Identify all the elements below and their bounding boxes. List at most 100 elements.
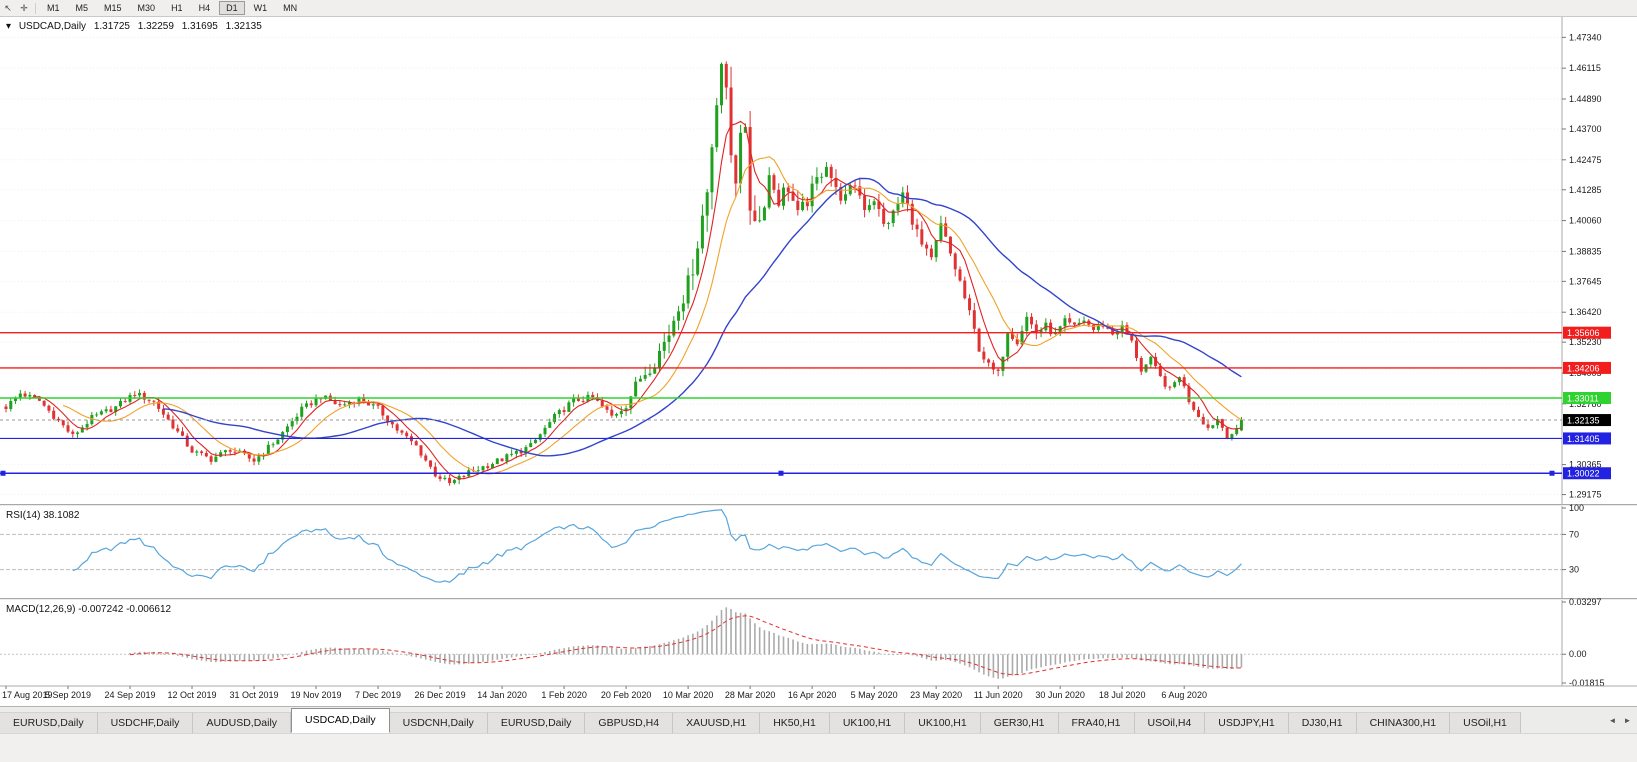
hline-handle[interactable] — [1549, 470, 1555, 476]
chart-window: 1.47340 1.46115 1.44890 1.43700 1.42475 1.412… — [0, 17, 1637, 704]
moving-average-lines — [29, 120, 1242, 480]
svg-text:1 Feb 2020: 1 Feb 2020 — [541, 690, 587, 700]
svg-text:5 Sep 2019: 5 Sep 2019 — [45, 690, 91, 700]
svg-text:1.29175: 1.29175 — [1569, 490, 1602, 500]
timeframe-button-h4[interactable]: H4 — [198, 3, 211, 13]
svg-text:1.30365: 1.30365 — [1569, 460, 1602, 470]
chart-tab-usdcnh-daily[interactable]: USDCNH,Daily — [389, 712, 488, 733]
svg-text:28 Mar 2020: 28 Mar 2020 — [725, 690, 776, 700]
svg-text:10 Mar 2020: 10 Mar 2020 — [663, 690, 714, 700]
toolbar-separator — [35, 2, 36, 14]
crosshair-icon[interactable]: ✛ — [20, 2, 28, 13]
price-label-1.34206 — [1563, 361, 1611, 374]
chart-close-value: 1.32135 — [225, 21, 262, 32]
ma-mid-line — [63, 156, 1242, 475]
svg-text:1.34206: 1.34206 — [1567, 363, 1600, 373]
top-toolbar: ↖ ✛ M1 M5 M15 M30 H1 H4 D1 W1 MN — [0, 0, 1637, 17]
svg-text:70: 70 — [1569, 529, 1579, 539]
chart-tab-china300-h1[interactable]: CHINA300,H1 — [1356, 712, 1451, 733]
chart-tab-uk100-h1[interactable]: UK100,H1 — [829, 712, 906, 733]
svg-text:1.30022: 1.30022 — [1567, 469, 1600, 479]
svg-text:30 Jun 2020: 30 Jun 2020 — [1035, 690, 1085, 700]
timeframe-button-w1[interactable]: W1 — [253, 3, 268, 13]
chart-tab-eurusd-daily[interactable]: EURUSD,Daily — [0, 712, 98, 733]
chart-tab-usdjpy-h1[interactable]: USDJPY,H1 — [1205, 712, 1289, 733]
svg-text:11 Jun 2020: 11 Jun 2020 — [974, 690, 1023, 700]
chart-tab-eurusd-daily[interactable]: EURUSD,Daily — [487, 712, 586, 733]
chart-tab-usdchf-daily[interactable]: USDCHF,Daily — [97, 712, 194, 733]
chart-low-value: 1.31695 — [181, 21, 218, 32]
svg-text:1.37645: 1.37645 — [1569, 276, 1602, 286]
ma-fast-line — [29, 120, 1242, 480]
price-axis[interactable]: 1.47340 1.46115 1.44890 1.43700 1.42475 1.412… — [1561, 17, 1602, 686]
tab-scroll-buttons: ◄ ► — [1605, 707, 1637, 733]
timeframe-button-d1[interactable]: D1 — [219, 1, 245, 15]
price-label-1.33011 — [1563, 392, 1611, 405]
tab-scroll-right-icon[interactable]: ► — [1623, 715, 1632, 725]
timeframe-button-h1[interactable]: H1 — [171, 3, 183, 13]
svg-text:1.42475: 1.42475 — [1569, 155, 1602, 165]
chart-tab-fra40-h1[interactable]: FRA40,H1 — [1058, 712, 1135, 733]
timeframe-button-m15[interactable]: M15 — [104, 3, 122, 13]
chart-tab-usdcad-daily[interactable]: USDCAD,Daily — [291, 708, 390, 733]
svg-text:-0.01815: -0.01815 — [1569, 678, 1605, 688]
chart-menu-icon[interactable]: ▾ — [6, 21, 12, 32]
svg-text:23 May 2020: 23 May 2020 — [910, 690, 962, 700]
chart-tab-xauusd-h1[interactable]: XAUUSD,H1 — [673, 712, 761, 733]
chart-tab-bar: EURUSD,Daily USDCHF,Daily AUDUSD,Daily USDC… — [0, 706, 1637, 733]
chart-high-value: 1.32259 — [137, 21, 174, 32]
rsi-line — [72, 509, 1242, 583]
pane-separators[interactable] — [0, 504, 1637, 600]
hline-handle[interactable] — [0, 470, 6, 476]
chart-tab-dj30-h1[interactable]: DJ30,H1 — [1288, 712, 1357, 733]
svg-text:31 Oct 2019: 31 Oct 2019 — [230, 690, 279, 700]
svg-text:14 Jan 2020: 14 Jan 2020 — [477, 690, 527, 700]
macd-signal-line — [129, 615, 1242, 676]
svg-text:6 Aug 2020: 6 Aug 2020 — [1161, 690, 1207, 700]
macd-histogram — [129, 607, 1243, 679]
chart-canvas[interactable]: 1.47340 1.46115 1.44890 1.43700 1.42475 1.412… — [0, 17, 1637, 704]
svg-text:1.32135: 1.32135 — [1567, 416, 1600, 426]
timeframe-button-m30[interactable]: M30 — [137, 3, 156, 13]
svg-text:12 Oct 2019: 12 Oct 2019 — [168, 690, 217, 700]
svg-text:5 May 2020: 5 May 2020 — [851, 690, 898, 700]
svg-text:100: 100 — [1569, 503, 1584, 513]
ma-slow-line — [163, 177, 1242, 457]
svg-text:20 Feb 2020: 20 Feb 2020 — [601, 690, 652, 700]
svg-text:1.38835: 1.38835 — [1569, 246, 1602, 256]
svg-text:1.40060: 1.40060 — [1569, 216, 1602, 226]
svg-text:7 Dec 2019: 7 Dec 2019 — [355, 690, 401, 700]
tab-scroll-left-icon[interactable]: ◄ — [1608, 715, 1617, 725]
svg-text:1.41285: 1.41285 — [1569, 185, 1602, 195]
price-label-1.30022 — [1563, 467, 1611, 480]
svg-text:0.00: 0.00 — [1569, 649, 1587, 659]
timeframe-button-m1[interactable]: M1 — [47, 3, 60, 13]
timeframe-button-m5[interactable]: M5 — [75, 3, 89, 13]
timeframe-buttons: M1 M5 M15 M30 H1 H4 D1 W1 MN — [39, 1, 305, 15]
chart-open-value: 1.31725 — [93, 21, 130, 32]
svg-text:1.33011: 1.33011 — [1567, 394, 1599, 404]
svg-text:1.35230: 1.35230 — [1569, 337, 1602, 347]
chart-tab-ger30-h1[interactable]: GER30,H1 — [980, 712, 1059, 733]
svg-text:17 Aug 2019: 17 Aug 2019 — [2, 690, 53, 700]
price-label-1.31405 — [1563, 432, 1611, 445]
chart-tab-gbpusd-h4[interactable]: GBPUSD,H4 — [585, 712, 674, 733]
svg-text:1.47340: 1.47340 — [1569, 32, 1602, 42]
hline-handle[interactable] — [778, 470, 784, 476]
price-label-1.35606 — [1563, 326, 1611, 339]
chart-tab-audusd-daily[interactable]: AUDUSD,Daily — [193, 712, 292, 733]
chart-tab-usoil-h1[interactable]: USOil,H1 — [1450, 712, 1521, 733]
price-lines: 1.35606 1.34206 1.33011 1.31405 1.30022 — [0, 326, 1611, 480]
macd-pane: 0.03297 0.00 -0.01815 — [0, 597, 1605, 688]
chart-tab-usoil-h4[interactable]: USOil,H4 — [1134, 712, 1206, 733]
svg-text:1.44890: 1.44890 — [1569, 94, 1602, 104]
macd-indicator-label: MACD(12,26,9) -0.007242 -0.006612 — [6, 604, 172, 615]
chart-tab-uk100-h1[interactable]: UK100,H1 — [905, 712, 981, 733]
rsi-pane: 100 70 30 — [0, 503, 1584, 583]
timeframe-button-mn[interactable]: MN — [283, 3, 298, 13]
current-price-marker: 1.32135 — [0, 414, 1611, 427]
chart-tab-hk50-h1[interactable]: HK50,H1 — [760, 712, 830, 733]
pointer-cursor-icon[interactable]: ↖ — [4, 2, 12, 13]
svg-text:18 Jul 2020: 18 Jul 2020 — [1099, 690, 1146, 700]
